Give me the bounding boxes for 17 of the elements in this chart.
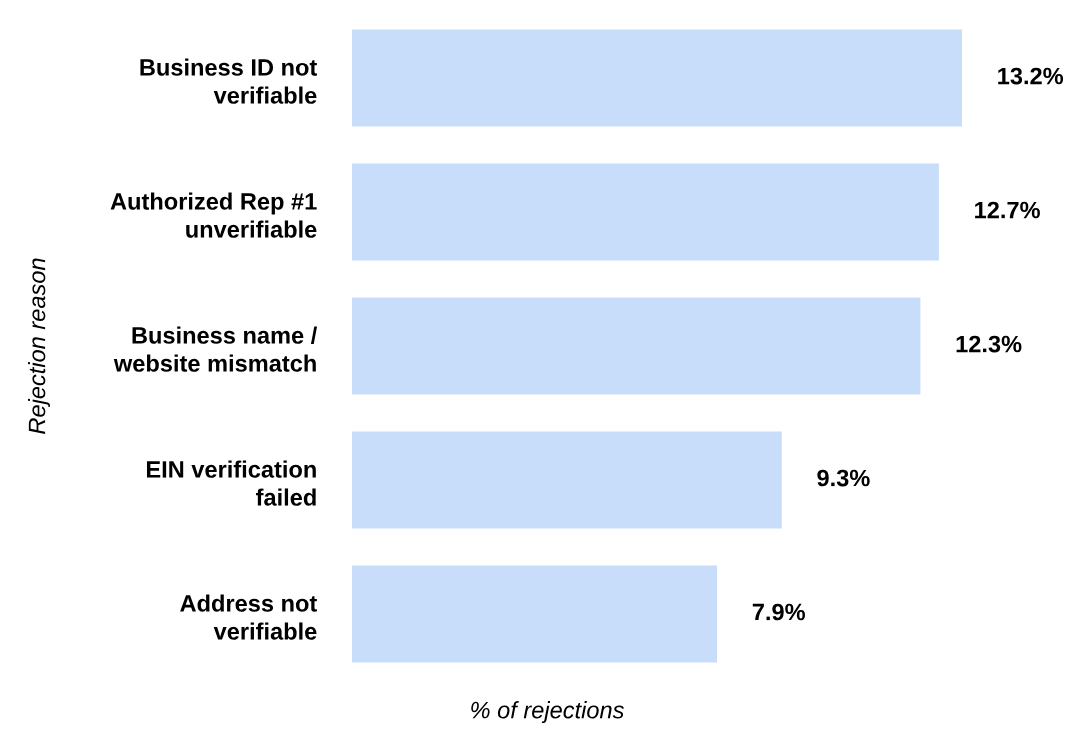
y-tick-label: Business name / website mismatch — [113, 326, 318, 372]
y-tick-label: EIN verification failed — [146, 460, 316, 506]
bar — [352, 565, 718, 663]
y-tick-label: Business ID not verifiable — [140, 58, 317, 104]
y-tick-label: Address not verifiable — [180, 594, 317, 640]
bar — [352, 29, 962, 127]
data-label: 12.7% — [975, 201, 1040, 219]
bar — [352, 297, 921, 395]
bar — [352, 431, 782, 529]
data-label: 9.3% — [817, 469, 870, 487]
x-axis-title: % of rejections — [471, 701, 624, 724]
bar — [352, 163, 939, 261]
y-axis-title: Rejection reason — [27, 258, 50, 434]
y-tick-label: Authorized Rep #1 unverifiable — [110, 192, 317, 238]
data-label: 13.2% — [998, 67, 1064, 85]
data-label: 7.9% — [752, 603, 805, 621]
data-label: 12.3% — [956, 335, 1022, 353]
